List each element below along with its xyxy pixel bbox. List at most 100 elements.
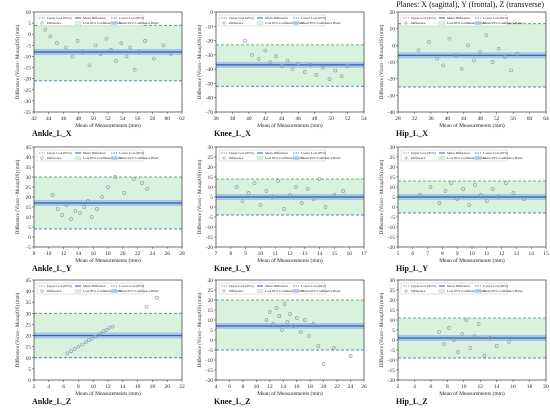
legend-label: Mean Difference [83, 151, 106, 155]
y-tick-label: -70 [206, 110, 214, 116]
data-point [106, 185, 110, 189]
data-point [521, 197, 526, 201]
chart-knee-l-x: 36 38 40 42 44 46 48 50 52 54 -70 -60 -50 -40 -30 -20 -1… [198, 10, 367, 138]
data-point [298, 330, 303, 334]
data-point [511, 191, 516, 195]
legend-label: Difference [47, 156, 62, 160]
data-point [321, 362, 326, 366]
y-tick-label: 0 [28, 378, 31, 384]
data-point [128, 45, 133, 50]
y-axis-label: Difference (Vicon - MocapOS) (mm) [198, 159, 203, 234]
y-tick-label: 20 [208, 298, 214, 304]
x-tick-label: 24 [348, 384, 354, 390]
legend-label: Upper LoA (95%) [47, 16, 72, 20]
y-tick-label: -50 [206, 81, 214, 87]
x-tick-label: 48 [477, 116, 483, 122]
data-point [416, 48, 421, 53]
x-tick-label: 8 [229, 251, 232, 257]
legend-label: Lower LoA (95%) [301, 151, 326, 155]
data-point [144, 304, 149, 309]
data-point [87, 63, 92, 68]
data-point [327, 77, 332, 81]
data-point [296, 61, 301, 66]
legend-box [218, 14, 326, 27]
x-tick-label: 58 [150, 116, 156, 122]
legend-swatch [438, 156, 446, 160]
data-point [75, 39, 80, 43]
chart-title: Hip_L_X [396, 129, 428, 138]
x-tick-label: 36 [213, 116, 219, 122]
data-point [140, 181, 144, 185]
planes-caption: Planes: X (sagittal), Y (frontal), Z (tr… [396, 0, 544, 9]
legend-label: Mean Difference [265, 284, 288, 288]
legend-label: LoA 95% Confidence Band [447, 21, 485, 25]
data-point [494, 344, 499, 348]
data-point [98, 52, 103, 57]
x-tick-label: 14 [281, 384, 287, 390]
x-tick-label: 18 [527, 384, 533, 390]
y-tick-label: -15 [24, 66, 32, 72]
data-point [472, 334, 477, 338]
legend-label: Mean 95% Confidence Band [301, 156, 341, 160]
data-point [154, 295, 159, 300]
x-tick-label: 15 [543, 251, 549, 257]
data-point [70, 54, 75, 59]
y-tick-label: 0 [392, 205, 395, 211]
y-axis-label: Difference (Vicon - MocapOS) (mm) [16, 24, 21, 99]
data-point [78, 211, 82, 215]
y-tick-label: -5 [208, 348, 213, 354]
chart-title: Hip_L_Z [396, 397, 428, 406]
y-tick-label: -10 [206, 358, 214, 364]
legend-label: Upper LoA (95%) [411, 284, 436, 288]
y-tick-label: -20 [388, 77, 396, 83]
legend-swatch [292, 21, 300, 25]
data-point [321, 65, 325, 70]
legend-label: Mean Difference [447, 151, 470, 155]
x-tick-label: 6 [430, 384, 433, 390]
y-tick-label: 20 [390, 10, 396, 16]
y-tick-label: 25 [208, 155, 214, 161]
y-tick-label: -15 [388, 235, 396, 241]
x-tick-label: 12 [105, 384, 111, 390]
y-axis-label: Difference (Vicon - MocapOS) (mm) [380, 159, 385, 234]
legend-label: LoA 95% Confidence Band [265, 21, 303, 25]
y-tick-label: 15 [26, 345, 32, 351]
data-point [124, 54, 129, 59]
data-point [98, 331, 103, 336]
x-tick-label: 54 [120, 116, 126, 122]
chart-ankle-l-x: 42 44 46 48 50 52 54 56 58 60 62-35-30-25-20-15-10… [16, 10, 185, 138]
x-tick-label: 9 [244, 251, 247, 257]
x-tick-label: 12 [267, 384, 273, 390]
y-tick-label: -10 [206, 225, 214, 231]
data-point [110, 324, 115, 329]
legend-label: Mean 95% Confidence Band [301, 21, 341, 25]
data-point [468, 346, 473, 350]
data-point [132, 177, 136, 181]
y-tick-label: -15 [388, 368, 396, 374]
data-point [455, 197, 460, 201]
data-point [453, 53, 458, 58]
y-tick-label: -20 [388, 245, 396, 251]
x-axis-label: Mean of Measurements (mm) [439, 390, 505, 397]
y-tick-label: -20 [24, 77, 32, 83]
y-tick-label: 30 [390, 145, 396, 151]
y-tick-label: 5 [392, 195, 395, 201]
legend-label: LoA 95% Confidence Band [447, 156, 485, 160]
data-point [263, 48, 268, 53]
data-point [291, 324, 296, 328]
data-point [277, 314, 282, 318]
legend-label: Lower LoA (95%) [119, 284, 144, 288]
legend-swatch [404, 156, 408, 160]
x-tick-label: 11 [273, 251, 279, 257]
legend-label: Mean Difference [265, 16, 288, 20]
data-point [476, 322, 481, 326]
x-tick-label: 20 [321, 384, 327, 390]
data-point [472, 58, 476, 63]
y-tick-label: 35 [26, 300, 32, 306]
x-axis-label: Mean of Measurements (mm) [257, 390, 323, 397]
y-tick-label: -5 [390, 215, 395, 221]
y-tick-label: 20 [208, 165, 214, 171]
data-point [104, 36, 109, 41]
x-tick-label: 56 [510, 116, 516, 122]
